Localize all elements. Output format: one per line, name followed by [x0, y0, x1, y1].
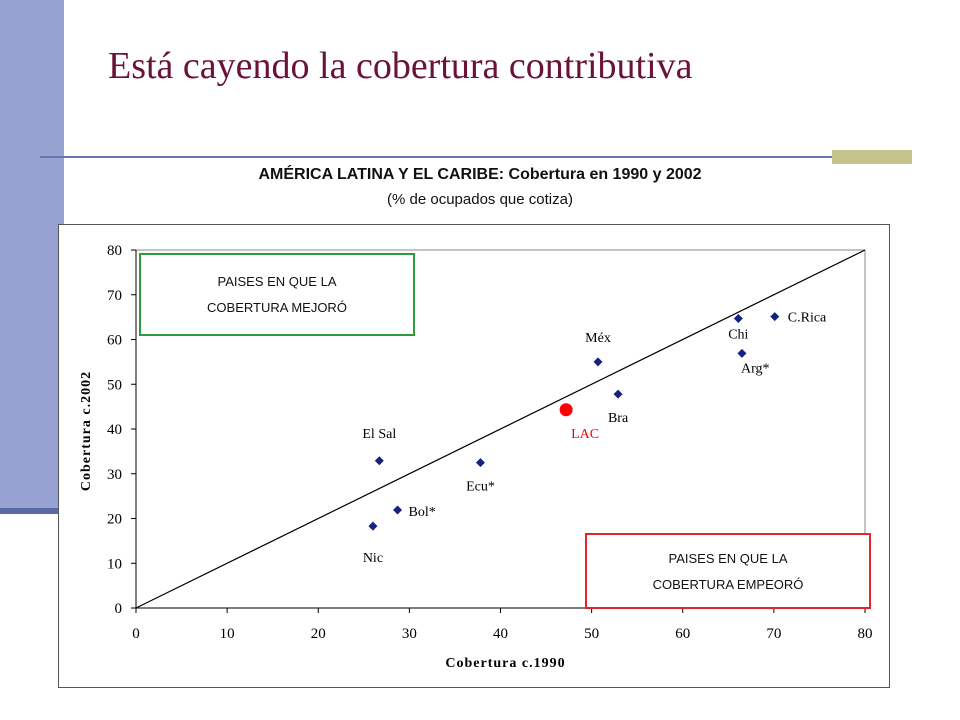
data-point: [476, 458, 485, 467]
worsened-annotation-line1: PAISES EN QUE LA: [587, 546, 869, 572]
data-point: [393, 505, 402, 514]
x-tick-label: 50: [584, 626, 599, 642]
y-tick-label: 20: [107, 512, 122, 528]
y-tick-label: 30: [107, 467, 122, 483]
point-label: Chi: [728, 327, 748, 342]
data-point: [594, 357, 603, 366]
x-tick-label: 0: [132, 626, 140, 642]
x-tick-label: 40: [493, 626, 508, 642]
x-tick-label: 20: [311, 626, 326, 642]
data-point: [368, 522, 377, 531]
improved-annotation-line2: COBERTURA MEJORÓ: [141, 295, 413, 321]
worsened-annotation-box: PAISES EN QUE LA COBERTURA EMPEORÓ: [585, 533, 871, 609]
y-tick-label: 50: [107, 377, 122, 393]
worsened-annotation-line2: COBERTURA EMPEORÓ: [587, 572, 869, 598]
y-tick-label: 0: [115, 601, 123, 617]
point-label: C.Rica: [788, 311, 827, 326]
x-tick-label: 30: [402, 626, 417, 642]
x-tick-label: 70: [766, 626, 781, 642]
y-tick-label: 60: [107, 333, 122, 349]
y-tick-label: 10: [107, 556, 122, 572]
data-point: [770, 312, 779, 321]
improved-annotation-line1: PAISES EN QUE LA: [141, 269, 413, 295]
point-label: Bra: [608, 411, 629, 426]
point-label: Arg*: [741, 361, 770, 376]
improved-annotation-box: PAISES EN QUE LA COBERTURA MEJORÓ: [139, 253, 415, 336]
data-point: [614, 390, 623, 399]
x-tick-label: 60: [675, 626, 690, 642]
y-tick-label: 80: [107, 243, 122, 259]
point-label: Méx: [585, 331, 611, 346]
point-label: El Sal: [362, 427, 396, 442]
highlight-label: LAC: [571, 427, 599, 442]
data-point: [737, 349, 746, 358]
x-axis-label: Cobertura c.1990: [445, 656, 565, 671]
y-tick-label: 70: [107, 288, 122, 304]
highlight-point: [560, 403, 573, 416]
data-point: [375, 456, 384, 465]
x-tick-label: 80: [858, 626, 873, 642]
x-tick-label: 10: [220, 626, 235, 642]
point-label: Nic: [363, 551, 383, 566]
y-axis-label: Cobertura c.2002: [79, 371, 94, 491]
point-label: Ecu*: [466, 480, 495, 495]
data-point: [734, 314, 743, 323]
y-tick-label: 40: [107, 422, 122, 438]
point-label: Bol*: [409, 505, 436, 520]
